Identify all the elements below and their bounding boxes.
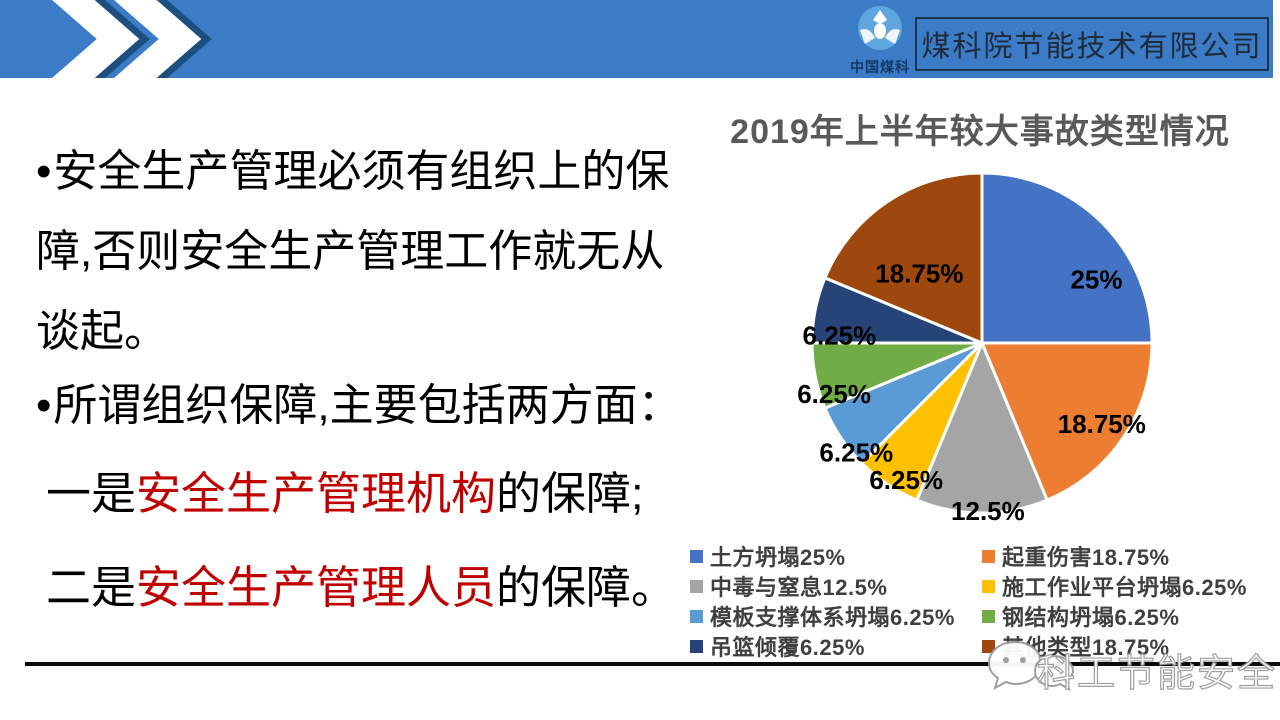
company-logo: 中国煤科 bbox=[838, 4, 922, 78]
wechat-icon bbox=[987, 640, 1075, 692]
pie-data-label: 6.25% bbox=[803, 321, 877, 351]
paragraph-1: •安全生产管理必须有组织上的保 障,否则安全生产管理工作就无从 谈起。 bbox=[36, 132, 736, 372]
highlight-red-text: 安全生产管理人员 bbox=[136, 562, 497, 613]
legend-label: 钢结构坍塌6.25% bbox=[1002, 605, 1180, 630]
legend-marker-icon bbox=[982, 639, 995, 653]
pie-slice-中毒与窒息 bbox=[915, 341, 1049, 515]
legend-label: 施工作业平台坍塌6.25% bbox=[1002, 575, 1247, 600]
pie-data-label: 6.25% bbox=[797, 379, 871, 409]
logo-caption: 中国煤科 bbox=[850, 59, 910, 75]
pie-slice-起重伤害 bbox=[980, 341, 1154, 502]
watermark: 科工节能安全 bbox=[985, 630, 1276, 705]
legend-marker-icon bbox=[690, 609, 703, 623]
legend-marker-icon bbox=[690, 639, 703, 653]
header-bar: 中国煤科 煤科院节能技术有限公司 bbox=[0, 0, 1273, 78]
legend-label: 模板支撑体系坍塌6.25% bbox=[710, 605, 955, 630]
bullet-glyph: • bbox=[36, 147, 52, 196]
legend-item-钢结构坍塌: 钢结构坍塌6.25% bbox=[982, 601, 1265, 631]
paragraph-2: •所谓组织保障,主要包括两方面： bbox=[36, 381, 682, 430]
company-name: 煤科院节能技术有限公司 bbox=[921, 31, 1263, 63]
legend-label: 吊篮倾覆6.25% bbox=[710, 635, 865, 660]
pie-chart: 25% 18.75% 12.5% 6.25% 6.25% 6.25% 6.25% 18.75% bbox=[760, 140, 1220, 550]
paragraph-3: 一是安全生产管理机构的保障; bbox=[46, 468, 644, 519]
paragraph-1-line-1: •安全生产管理必须有组织上的保 bbox=[36, 147, 670, 196]
bottom-divider-line bbox=[25, 662, 1280, 666]
legend-item-模板支撑体系坍塌: 模板支撑体系坍塌6.25% bbox=[690, 601, 982, 631]
paragraph-1-line-3: 谈起。 bbox=[36, 307, 168, 356]
pie-slice-土方坍塌 bbox=[980, 171, 1154, 345]
pie-data-label: 18.75% bbox=[875, 259, 963, 289]
highlight-red-text: 安全生产管理机构 bbox=[136, 468, 497, 519]
legend-marker-icon bbox=[690, 579, 703, 593]
pie-data-label: 25% bbox=[1070, 265, 1122, 295]
legend-item-吊篮倾覆: 吊篮倾覆6.25% bbox=[690, 631, 982, 661]
pie-slice-其他类型 bbox=[823, 171, 984, 345]
pie-data-label: 12.5% bbox=[951, 496, 1025, 526]
legend-label: 起重伤害18.75% bbox=[1002, 545, 1170, 570]
bullet-glyph: • bbox=[36, 381, 52, 430]
paragraph-4: 二是安全生产管理人员的保障。 bbox=[46, 562, 677, 613]
pie-data-label: 6.25% bbox=[819, 437, 893, 467]
legend-label: 中毒与窒息12.5% bbox=[710, 575, 888, 600]
watermark-text: 科工节能安全 bbox=[1036, 652, 1278, 695]
double-chevron-icon bbox=[52, 0, 212, 78]
legend-marker-icon bbox=[982, 579, 995, 593]
legend-item-起重伤害: 起重伤害18.75% bbox=[982, 541, 1265, 571]
pie-data-label: 18.75% bbox=[1058, 409, 1146, 439]
chart-legend: 土方坍塌25% 起重伤害18.75% 中毒与窒息12.5% 施工作业平台坍塌6.25%… bbox=[690, 541, 1265, 661]
legend-marker-icon bbox=[982, 549, 995, 563]
chart-title: 2019年上半年较大事故类型情况 bbox=[730, 113, 1230, 151]
coal-group-logo-icon bbox=[858, 6, 902, 50]
paragraph-1-line-2: 障,否则安全生产管理工作就无从 bbox=[36, 227, 665, 276]
company-name-box: 煤科院节能技术有限公司 bbox=[915, 17, 1269, 71]
legend-marker-icon bbox=[982, 609, 995, 623]
pie-data-label: 6.25% bbox=[869, 465, 943, 495]
legend-label: 土方坍塌25% bbox=[710, 545, 846, 570]
legend-item-施工作业平台坍塌: 施工作业平台坍塌6.25% bbox=[982, 571, 1265, 601]
legend-item-土方坍塌: 土方坍塌25% bbox=[690, 541, 982, 571]
legend-marker-icon bbox=[690, 549, 703, 563]
legend-item-中毒与窒息: 中毒与窒息12.5% bbox=[690, 571, 982, 601]
